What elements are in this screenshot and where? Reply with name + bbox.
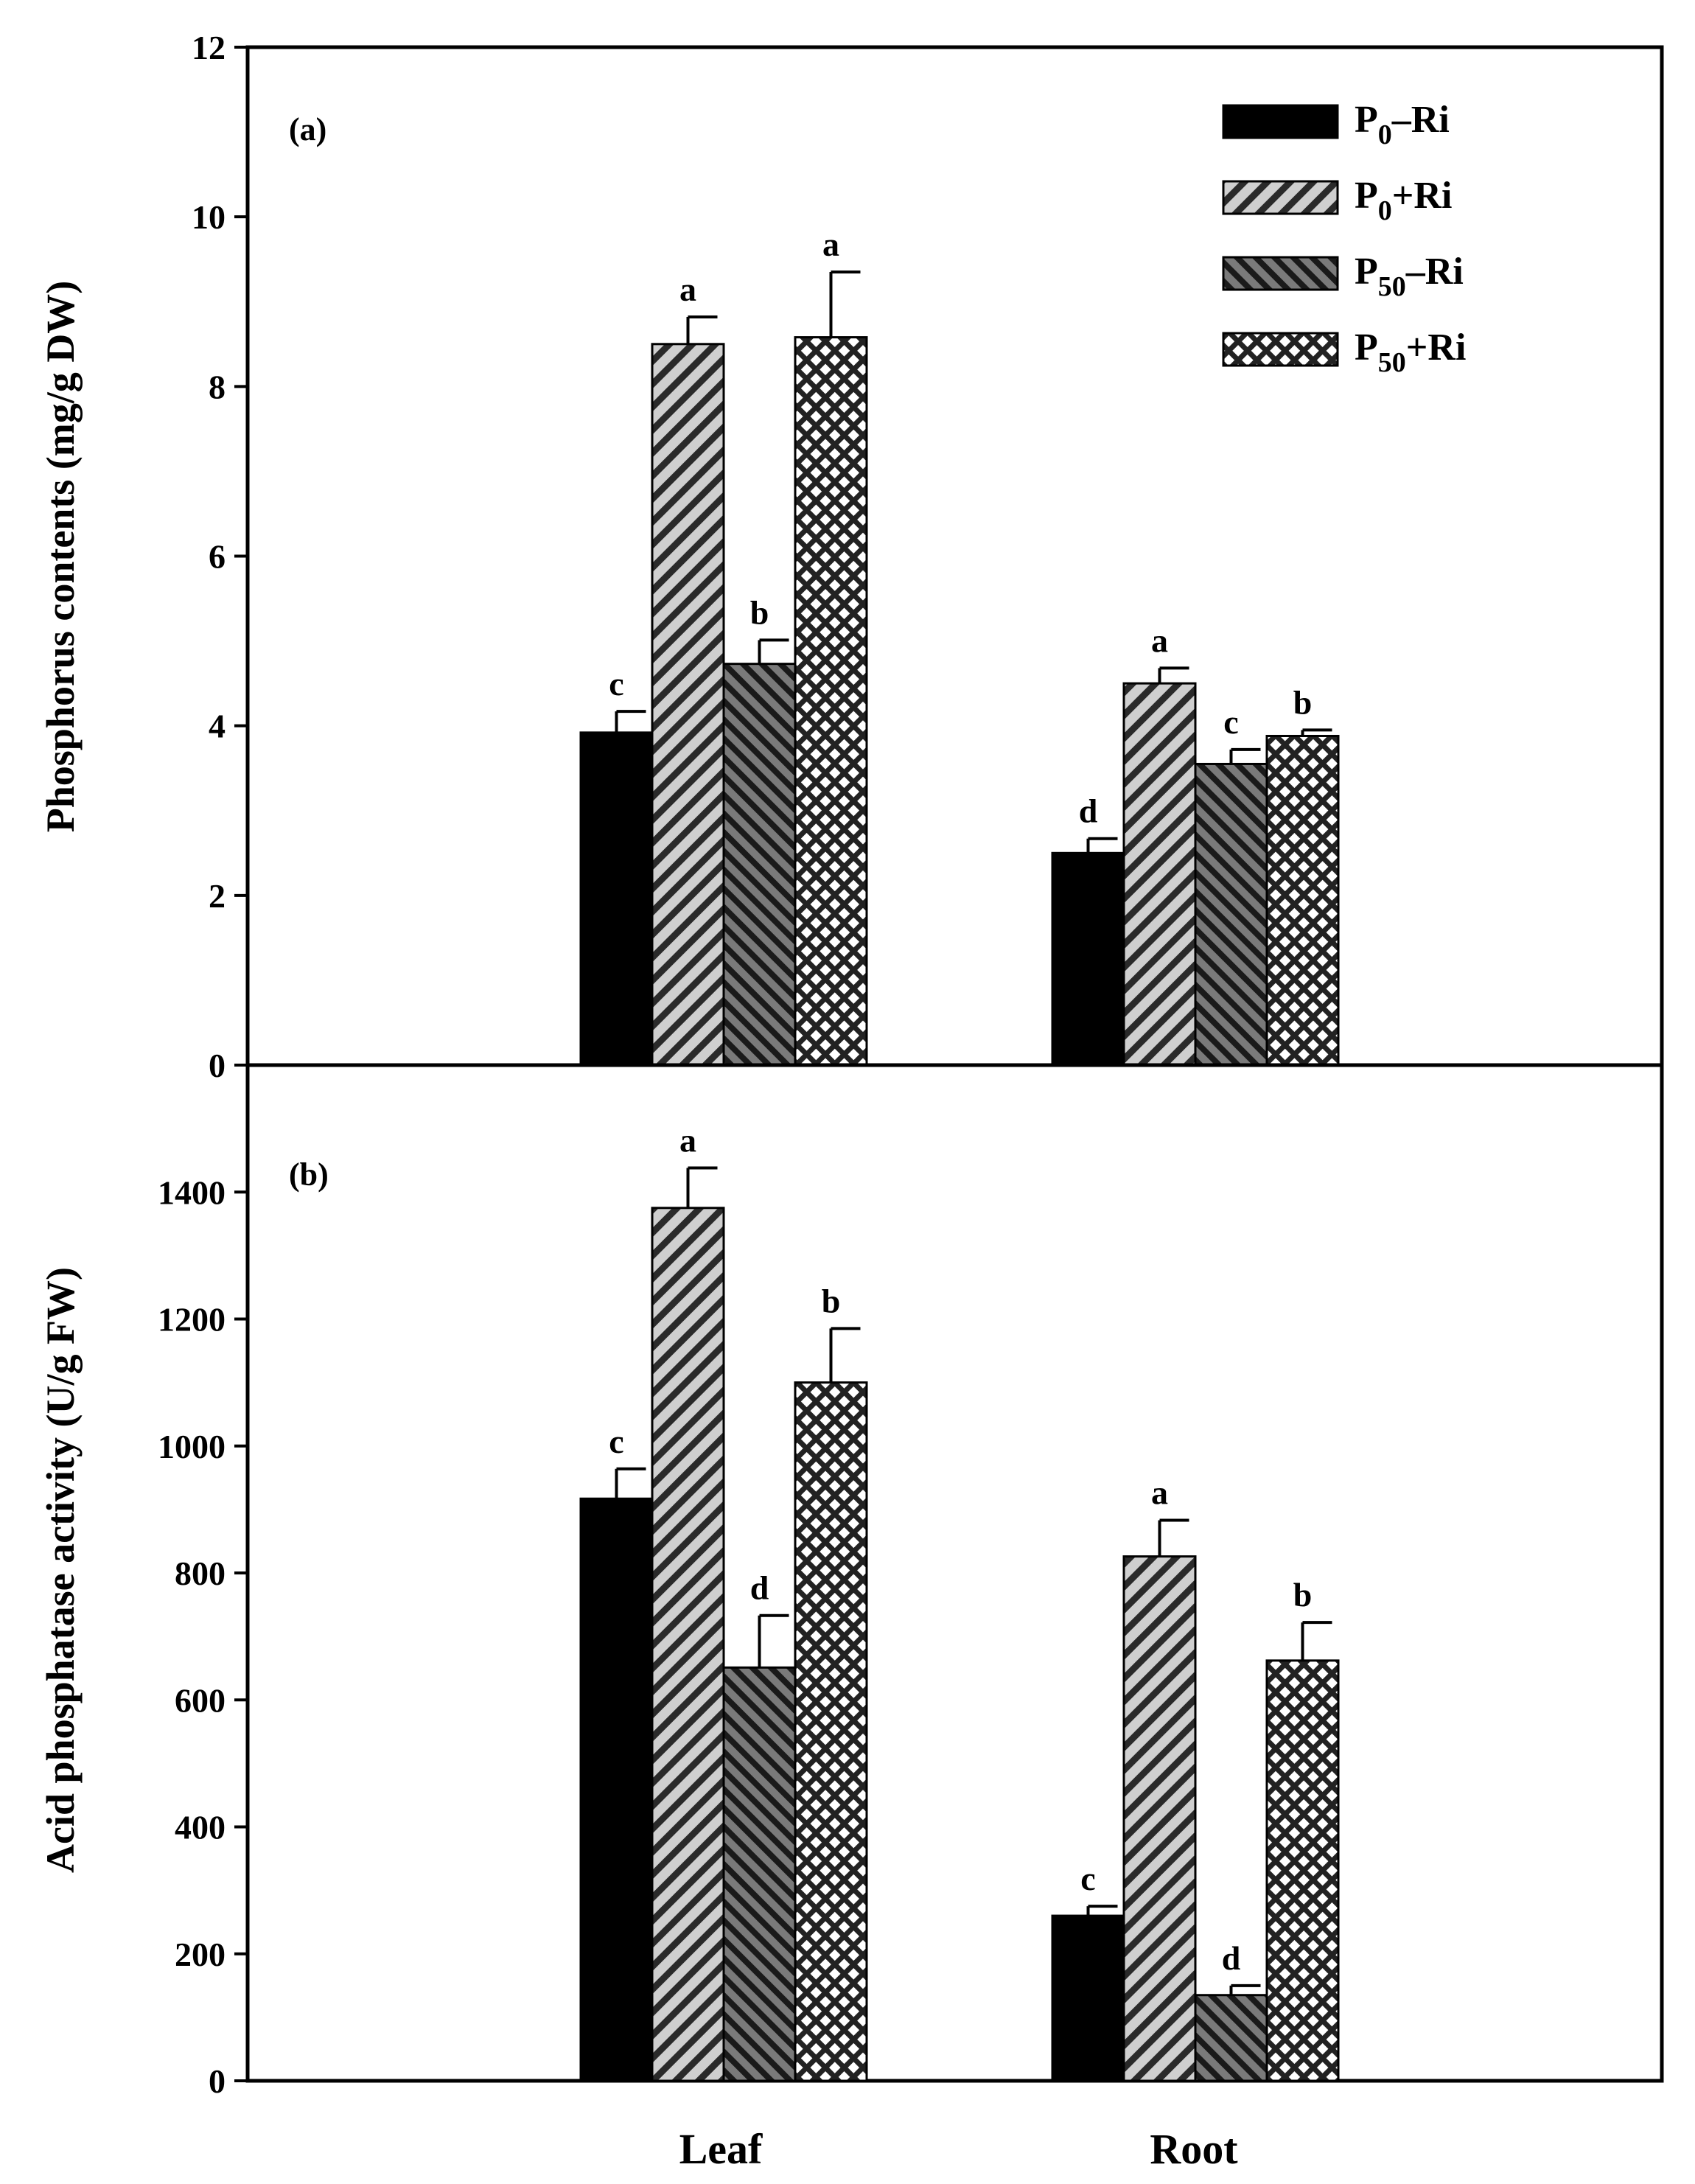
legend-item-2: P50–Ri [1222, 251, 1464, 302]
bar-root-series-0 [1051, 851, 1125, 1067]
y-tick-label: 0 [209, 2062, 226, 2100]
legend-item-3: P50+Ri [1222, 327, 1466, 378]
y-tick-label: 600 [175, 1681, 226, 1719]
y-tick-label: 200 [175, 1936, 226, 1973]
bar-leaf-series-3 [794, 1381, 868, 2082]
legend-swatch [1222, 180, 1339, 215]
y-tick-label: 1200 [158, 1301, 226, 1339]
bar-leaf-series-1 [651, 1207, 725, 2082]
bar-leaf-series-1 [651, 343, 725, 1067]
significance-letter: a [1151, 1474, 1168, 1512]
significance-letter: b [750, 593, 769, 631]
legend-label: P0–Ri [1355, 99, 1450, 150]
bar-leaf-series-0 [579, 731, 654, 1067]
y-tick-label: 10 [192, 198, 226, 236]
y-tick-label: 2 [209, 877, 226, 915]
significance-letter: d [1079, 792, 1098, 830]
y-tick-label: 400 [175, 1809, 226, 1846]
legend-label: P50+Ri [1355, 327, 1466, 378]
significance-letter: b [822, 1282, 841, 1319]
x-category-label-root: Root [1150, 2125, 1238, 2173]
legend-swatch [1222, 332, 1339, 367]
bar-root-series-1 [1122, 682, 1197, 1067]
y-tick-label: 4 [209, 708, 226, 745]
y-tick-label: 1400 [158, 1173, 226, 1211]
y-axis-title: Phosphorus contents (mg/g DW) [38, 281, 83, 833]
significance-letter: a [822, 226, 839, 263]
legend-label: P0+Ri [1355, 175, 1452, 226]
bar-root-series-2 [1194, 1994, 1268, 2082]
legend-swatch [1222, 256, 1339, 291]
bar-root-series-3 [1265, 734, 1340, 1067]
panel-a: 0 2 4 6 8 10 12 Phosphorus contents (mg/g DW) (a… [38, 29, 1664, 1084]
significance-letter: c [1080, 1860, 1095, 1897]
plot-frame [245, 1063, 1664, 2083]
significance-letter: b [1293, 1576, 1313, 1613]
y-axis-title: Acid phosphatase activity (U/g FW) [38, 1267, 83, 1873]
significance-letter: a [679, 271, 696, 308]
x-category-label-leaf: Leaf [679, 2125, 763, 2173]
panel-b: 0 200 400 600 800 1000 1200 1400 Acid phosphatas… [38, 1063, 1664, 2100]
y-tick-label: 8 [209, 368, 226, 405]
bar-root-series-1 [1122, 1555, 1197, 2082]
y-tick-label: 12 [192, 29, 226, 66]
significance-letter: d [1222, 1939, 1241, 1977]
bar-leaf-series-3 [794, 336, 868, 1067]
legend: P0–Ri P0+Ri P50–Ri P50+Ri [1222, 99, 1466, 378]
significance-letter: d [750, 1569, 769, 1607]
significance-letter: a [679, 1122, 696, 1159]
significance-letter: c [609, 665, 623, 702]
y-tick-label: 800 [175, 1555, 226, 1592]
bar-leaf-series-0 [579, 1497, 654, 2082]
bar-leaf-series-2 [722, 663, 797, 1067]
significance-letter: c [1223, 703, 1238, 741]
y-tick-label: 1000 [158, 1428, 226, 1465]
y-tick-label: 0 [209, 1047, 226, 1084]
significance-letter: c [609, 1423, 623, 1460]
y-tick-label: 6 [209, 538, 226, 576]
significance-letter: b [1293, 683, 1313, 721]
legend-item-1: P0+Ri [1222, 175, 1452, 226]
significance-letter: a [1151, 621, 1168, 659]
bar-leaf-series-2 [722, 1666, 797, 2082]
legend-swatch [1222, 104, 1339, 139]
legend-item-0: P0–Ri [1222, 99, 1450, 150]
panel-label: (a) [289, 111, 326, 147]
bar-root-series-3 [1265, 1659, 1340, 2082]
bar-root-series-2 [1194, 762, 1268, 1067]
bar-root-series-0 [1051, 1914, 1125, 2082]
legend-label: P50–Ri [1355, 251, 1464, 302]
panel-label: (b) [289, 1156, 329, 1193]
